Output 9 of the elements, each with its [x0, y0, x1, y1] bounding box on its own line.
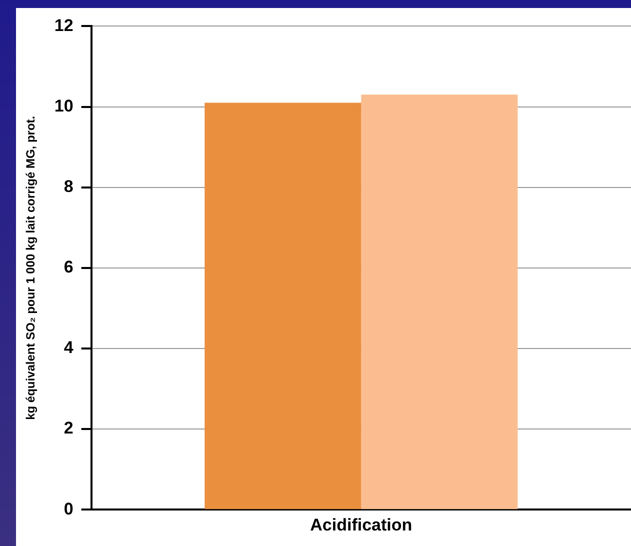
y-tick-label: 4: [64, 338, 74, 358]
y-tick-label: 8: [64, 177, 74, 196]
y-tick-label: 6: [64, 258, 74, 277]
y-axis-title: kg équivalent SO₂ pour 1 000 kg lait corrigé MG, prot.: [24, 116, 38, 420]
x-tick-label: Acidification: [310, 515, 412, 534]
y-tick-label: 12: [54, 16, 74, 35]
y-tick-label: 2: [64, 418, 74, 438]
y-tick-label: 0: [64, 499, 74, 518]
y-tick-label: 10: [54, 96, 74, 116]
